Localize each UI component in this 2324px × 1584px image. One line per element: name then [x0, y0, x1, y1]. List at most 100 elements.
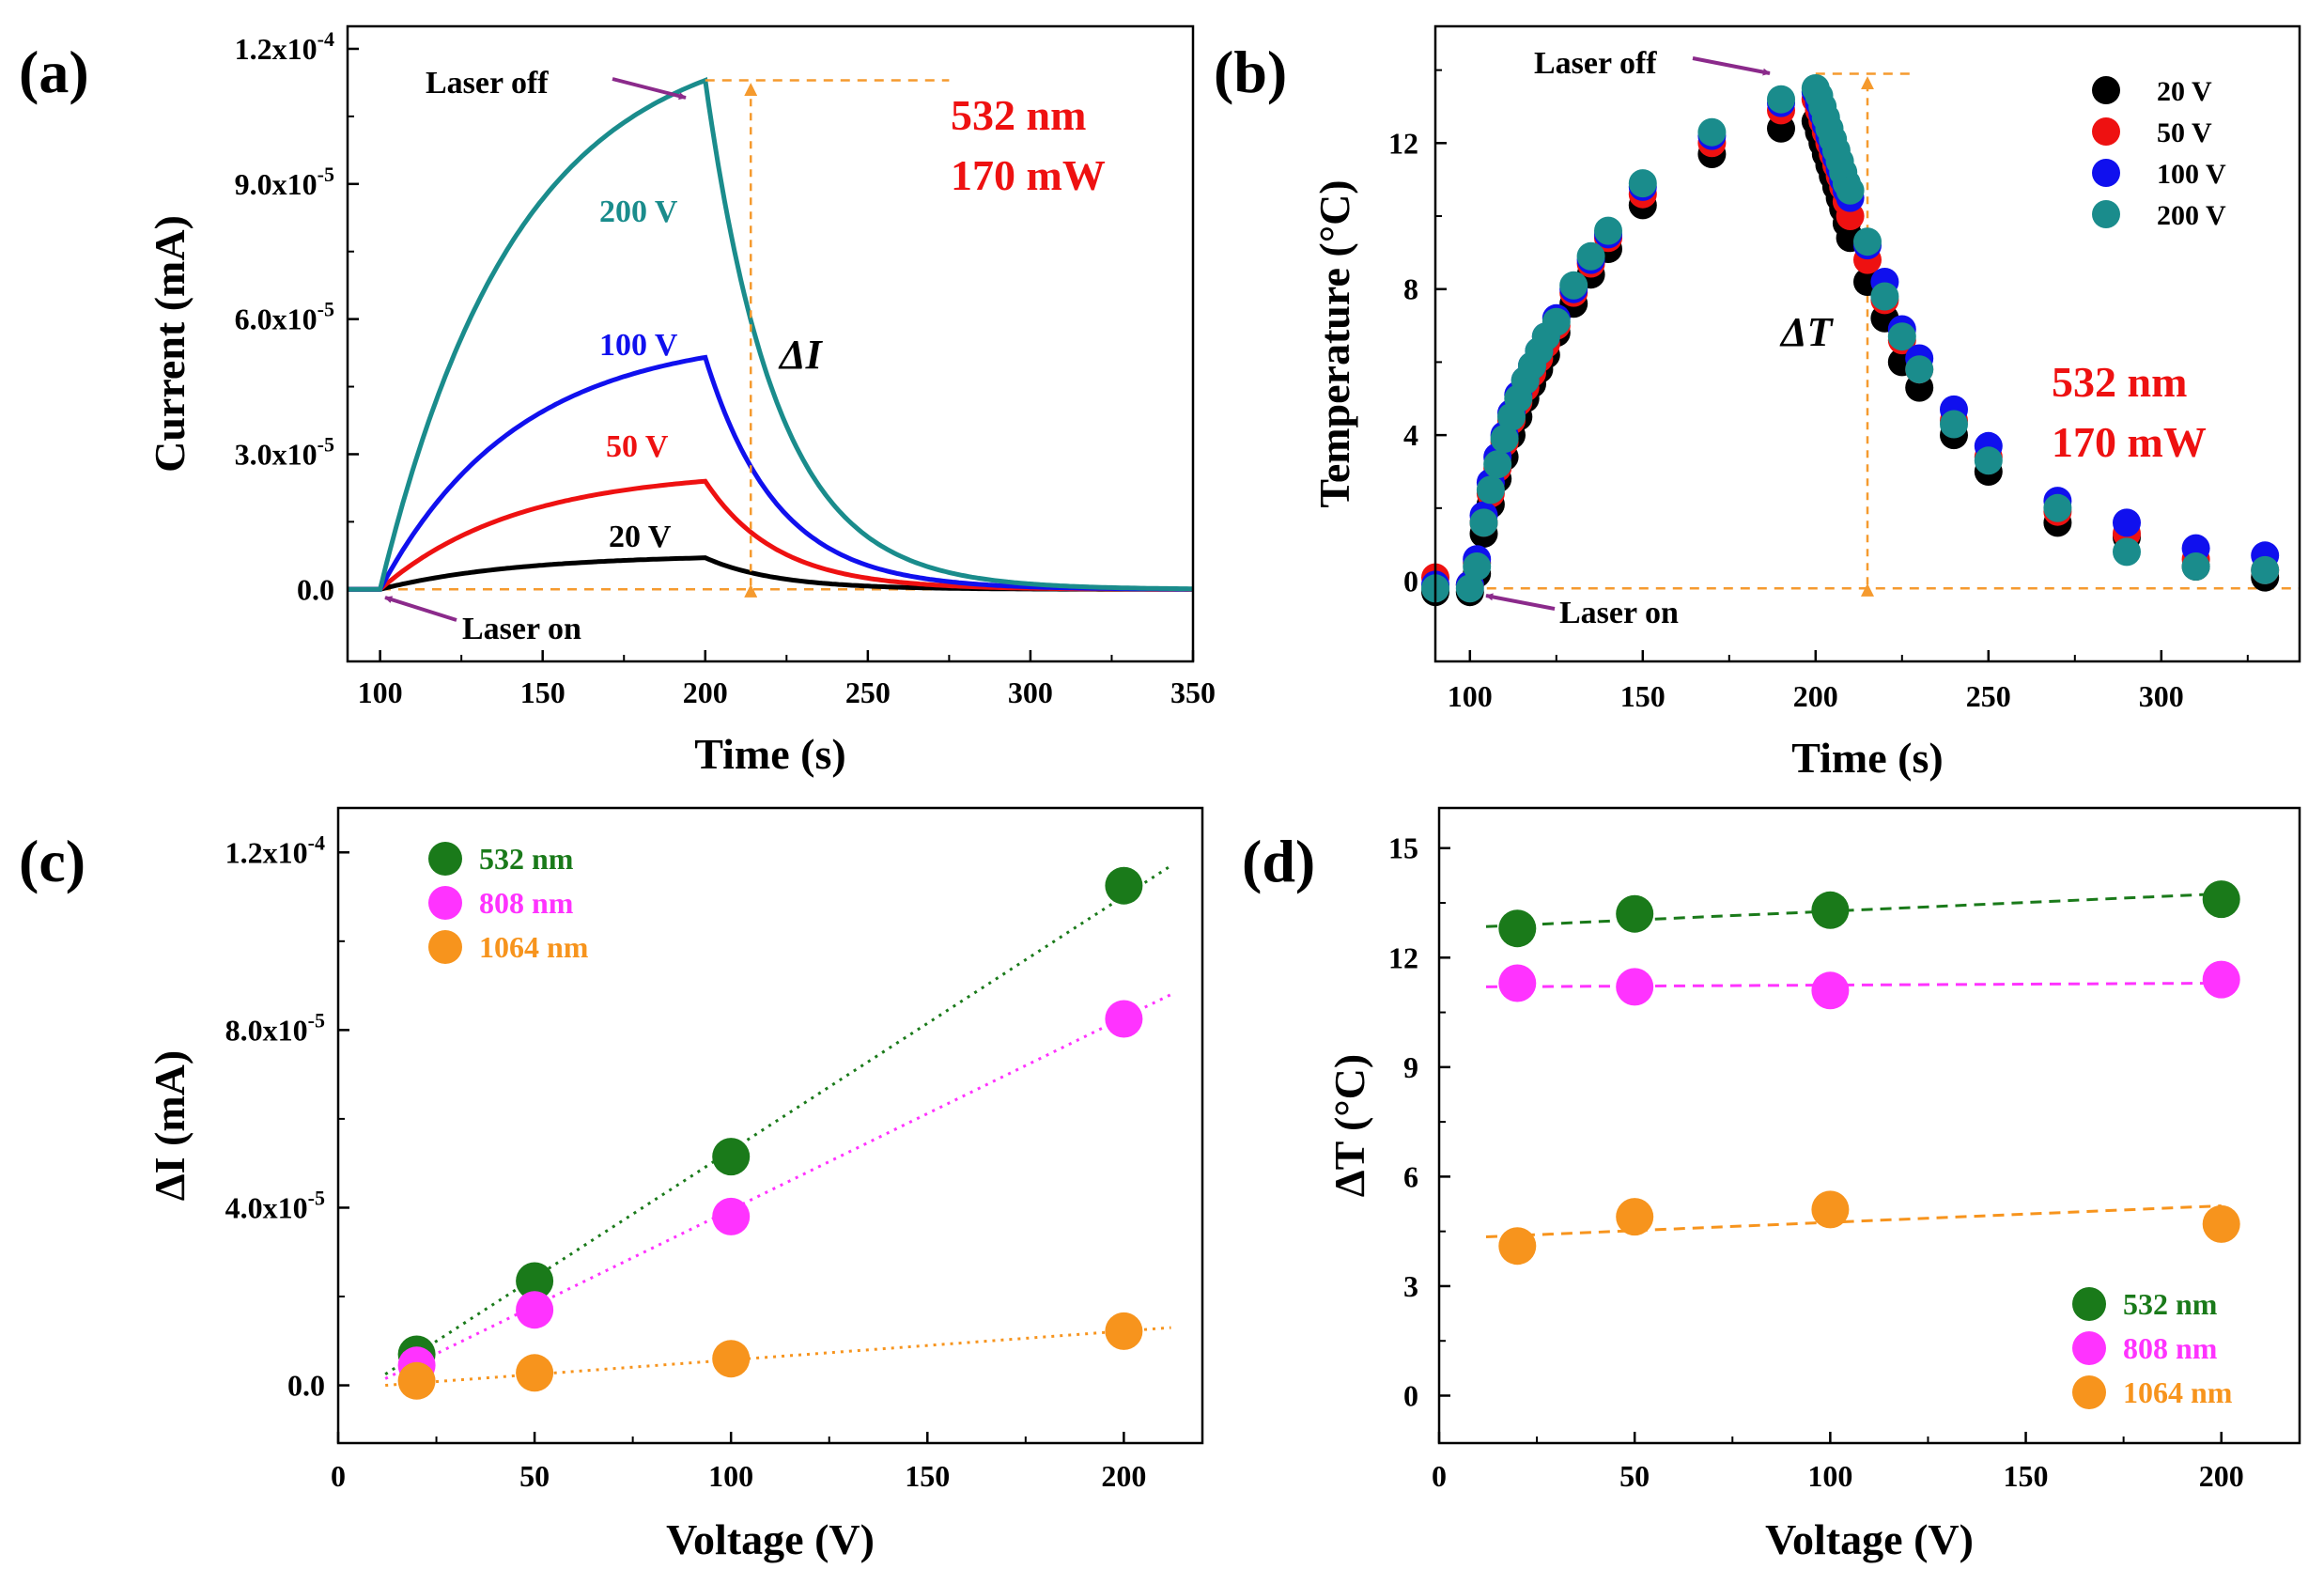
panel-c: (c) 0 50 100 150 2000.04.0x10-58.0x10-51.2x1… — [19, 806, 1204, 1563]
a-power-label: 170 mW — [951, 151, 1106, 199]
b-legend-label: 200 V — [2157, 200, 2226, 231]
c-x-tick-label: 0 — [331, 1459, 346, 1493]
c-point — [1105, 1312, 1143, 1350]
c-point — [397, 1361, 436, 1400]
panel-b: (b) 100 150 200 250 300 0 4 8 12 Time (s) Temper… — [1214, 24, 2301, 782]
b-x-tick-label: 300 — [2139, 679, 2184, 713]
b-point-200v — [1836, 176, 1865, 205]
c-legend-label: 1064 nm — [479, 930, 589, 964]
c-legend-marker — [428, 930, 462, 964]
b-point-200v — [1628, 169, 1657, 198]
a-laser-off-label: Laser off — [426, 66, 549, 101]
c-point — [516, 1262, 554, 1300]
b-point-200v — [2043, 493, 2072, 522]
b-point-200v — [1455, 574, 1484, 603]
d-y-tick-label: 15 — [1388, 831, 1418, 865]
d-point — [1811, 891, 1850, 929]
c-y-tick-label: 0.0 — [287, 1369, 325, 1403]
b-laser-off-label: Laser off — [1534, 46, 1657, 81]
b-power-label: 170 mW — [2052, 418, 2207, 466]
a-x-tick-label: 100 — [358, 676, 403, 709]
b-point-200v — [2251, 555, 2280, 584]
b-y-tick-label: 4 — [1403, 418, 1418, 452]
b-legend-label: 50 V — [2157, 117, 2212, 148]
c-legend-marker — [428, 842, 462, 876]
a-x-tick-label: 200 — [683, 676, 728, 709]
b-legend-label: 20 V — [2157, 76, 2212, 107]
a-x-tick-label: 300 — [1008, 676, 1053, 709]
d-x-tick-label: 0 — [1432, 1459, 1447, 1493]
c-fit-line — [384, 864, 1172, 1375]
b-y-tick-label: 0 — [1403, 565, 1418, 598]
b-x-tick-label: 100 — [1448, 679, 1493, 713]
b-point-200v — [1483, 450, 1512, 479]
b-point-200v — [1463, 552, 1492, 581]
b-point-200v — [1853, 227, 1882, 256]
b-point-200v — [1559, 271, 1588, 300]
d-y-tick-label: 0 — [1403, 1378, 1418, 1412]
d-legend-label: 808 nm — [2123, 1331, 2218, 1365]
b-ticks: 100 150 200 250 300 0 4 8 12 — [1388, 69, 2249, 713]
d-y-tick-label: 3 — [1403, 1269, 1418, 1303]
a-series-label: 50 V — [606, 429, 669, 464]
a-series-label: 200 V — [599, 194, 678, 229]
a-y-tick-label: 9.0x10-5 — [235, 163, 334, 201]
c-y-tick-label-mantissa: 8.0x10 — [225, 1013, 308, 1047]
a-y-tick-label-mantissa: 9.0x10 — [235, 167, 318, 201]
c-x-tick-label: 100 — [708, 1459, 753, 1493]
a-y-tick-label-exponent: -5 — [318, 298, 334, 321]
b-point-200v — [1542, 307, 1571, 336]
d-x-axis-label: Voltage (V) — [1765, 1515, 1974, 1563]
a-x-tick-label: 350 — [1170, 676, 1216, 709]
c-y-axis-label: ΔI (mA) — [146, 1050, 194, 1201]
a-wavelength-label: 532 nm — [951, 91, 1086, 139]
a-y-tick-label: 6.0x10-5 — [235, 298, 334, 336]
c-y-tick-label-exponent: -4 — [308, 831, 325, 854]
b-legend: 20 V 50 V 100 V 200 V — [2092, 76, 2226, 231]
d-point — [1811, 971, 1850, 1010]
d-marks — [1485, 880, 2240, 1266]
b-legend-label: 100 V — [2157, 159, 2226, 190]
c-point — [516, 1354, 554, 1392]
d-y-axis-label: ΔT (°C) — [1325, 1054, 1373, 1197]
b-legend-marker — [2092, 159, 2120, 187]
d-y-tick-label: 12 — [1388, 940, 1418, 974]
d-point — [1616, 894, 1654, 933]
panel-label-d: (d) — [1242, 828, 1315, 894]
d-plot-frame — [1437, 806, 2301, 1445]
panel-d: (d) 0 50 100 150 200 0 3 6 9 12 15 Voltage (V) ΔT … — [1242, 806, 2301, 1563]
d-point — [1498, 909, 1537, 948]
c-y-tick-label-exponent: -5 — [308, 1008, 325, 1032]
c-legend-label: 532 nm — [479, 842, 574, 876]
b-legend-marker — [2092, 200, 2120, 228]
c-x-tick-label: 200 — [1101, 1459, 1146, 1493]
c-legend-marker — [428, 886, 462, 920]
a-y-tick-label-mantissa: 0.0 — [297, 572, 334, 606]
c-legend: 532 nm 808 nm 1064 nm — [428, 842, 589, 964]
c-fit-line — [384, 993, 1172, 1380]
c-legend-label: 808 nm — [479, 886, 574, 920]
a-x-tick-label: 150 — [520, 676, 566, 709]
b-x-tick-label: 250 — [1966, 679, 2011, 713]
d-y-tick-label: 6 — [1403, 1159, 1418, 1193]
b-point-200v — [1974, 446, 2003, 475]
d-fit-line — [1485, 892, 2222, 928]
c-fit-line — [385, 1326, 1171, 1388]
c-y-tick-label: 1.2x10-4 — [225, 831, 325, 869]
panel-a: (a) 100 150 200 250 300 3500.03.0x10-56.0x10-… — [19, 24, 1216, 778]
a-y-axis-label: Current (mA) — [146, 215, 194, 473]
c-x-tick-label: 150 — [905, 1459, 950, 1493]
panel-label-a: (a) — [19, 39, 89, 105]
c-y-tick-label: 4.0x10-5 — [225, 1186, 325, 1224]
b-legend-marker — [2092, 76, 2120, 104]
d-legend-marker — [2072, 1375, 2106, 1409]
c-x-tick-label: 50 — [519, 1459, 550, 1493]
a-y-tick-label-mantissa: 1.2x10 — [235, 32, 318, 66]
d-x-tick-label: 100 — [1807, 1459, 1852, 1493]
a-y-tick-label-mantissa: 3.0x10 — [235, 437, 318, 471]
d-y-tick-label: 9 — [1403, 1050, 1418, 1084]
a-x-axis-label: Time (s) — [694, 730, 845, 778]
b-point-200v — [1767, 85, 1795, 114]
b-laser-off-arrow — [1692, 56, 1771, 76]
c-y-tick-label-mantissa: 0.0 — [287, 1369, 325, 1403]
